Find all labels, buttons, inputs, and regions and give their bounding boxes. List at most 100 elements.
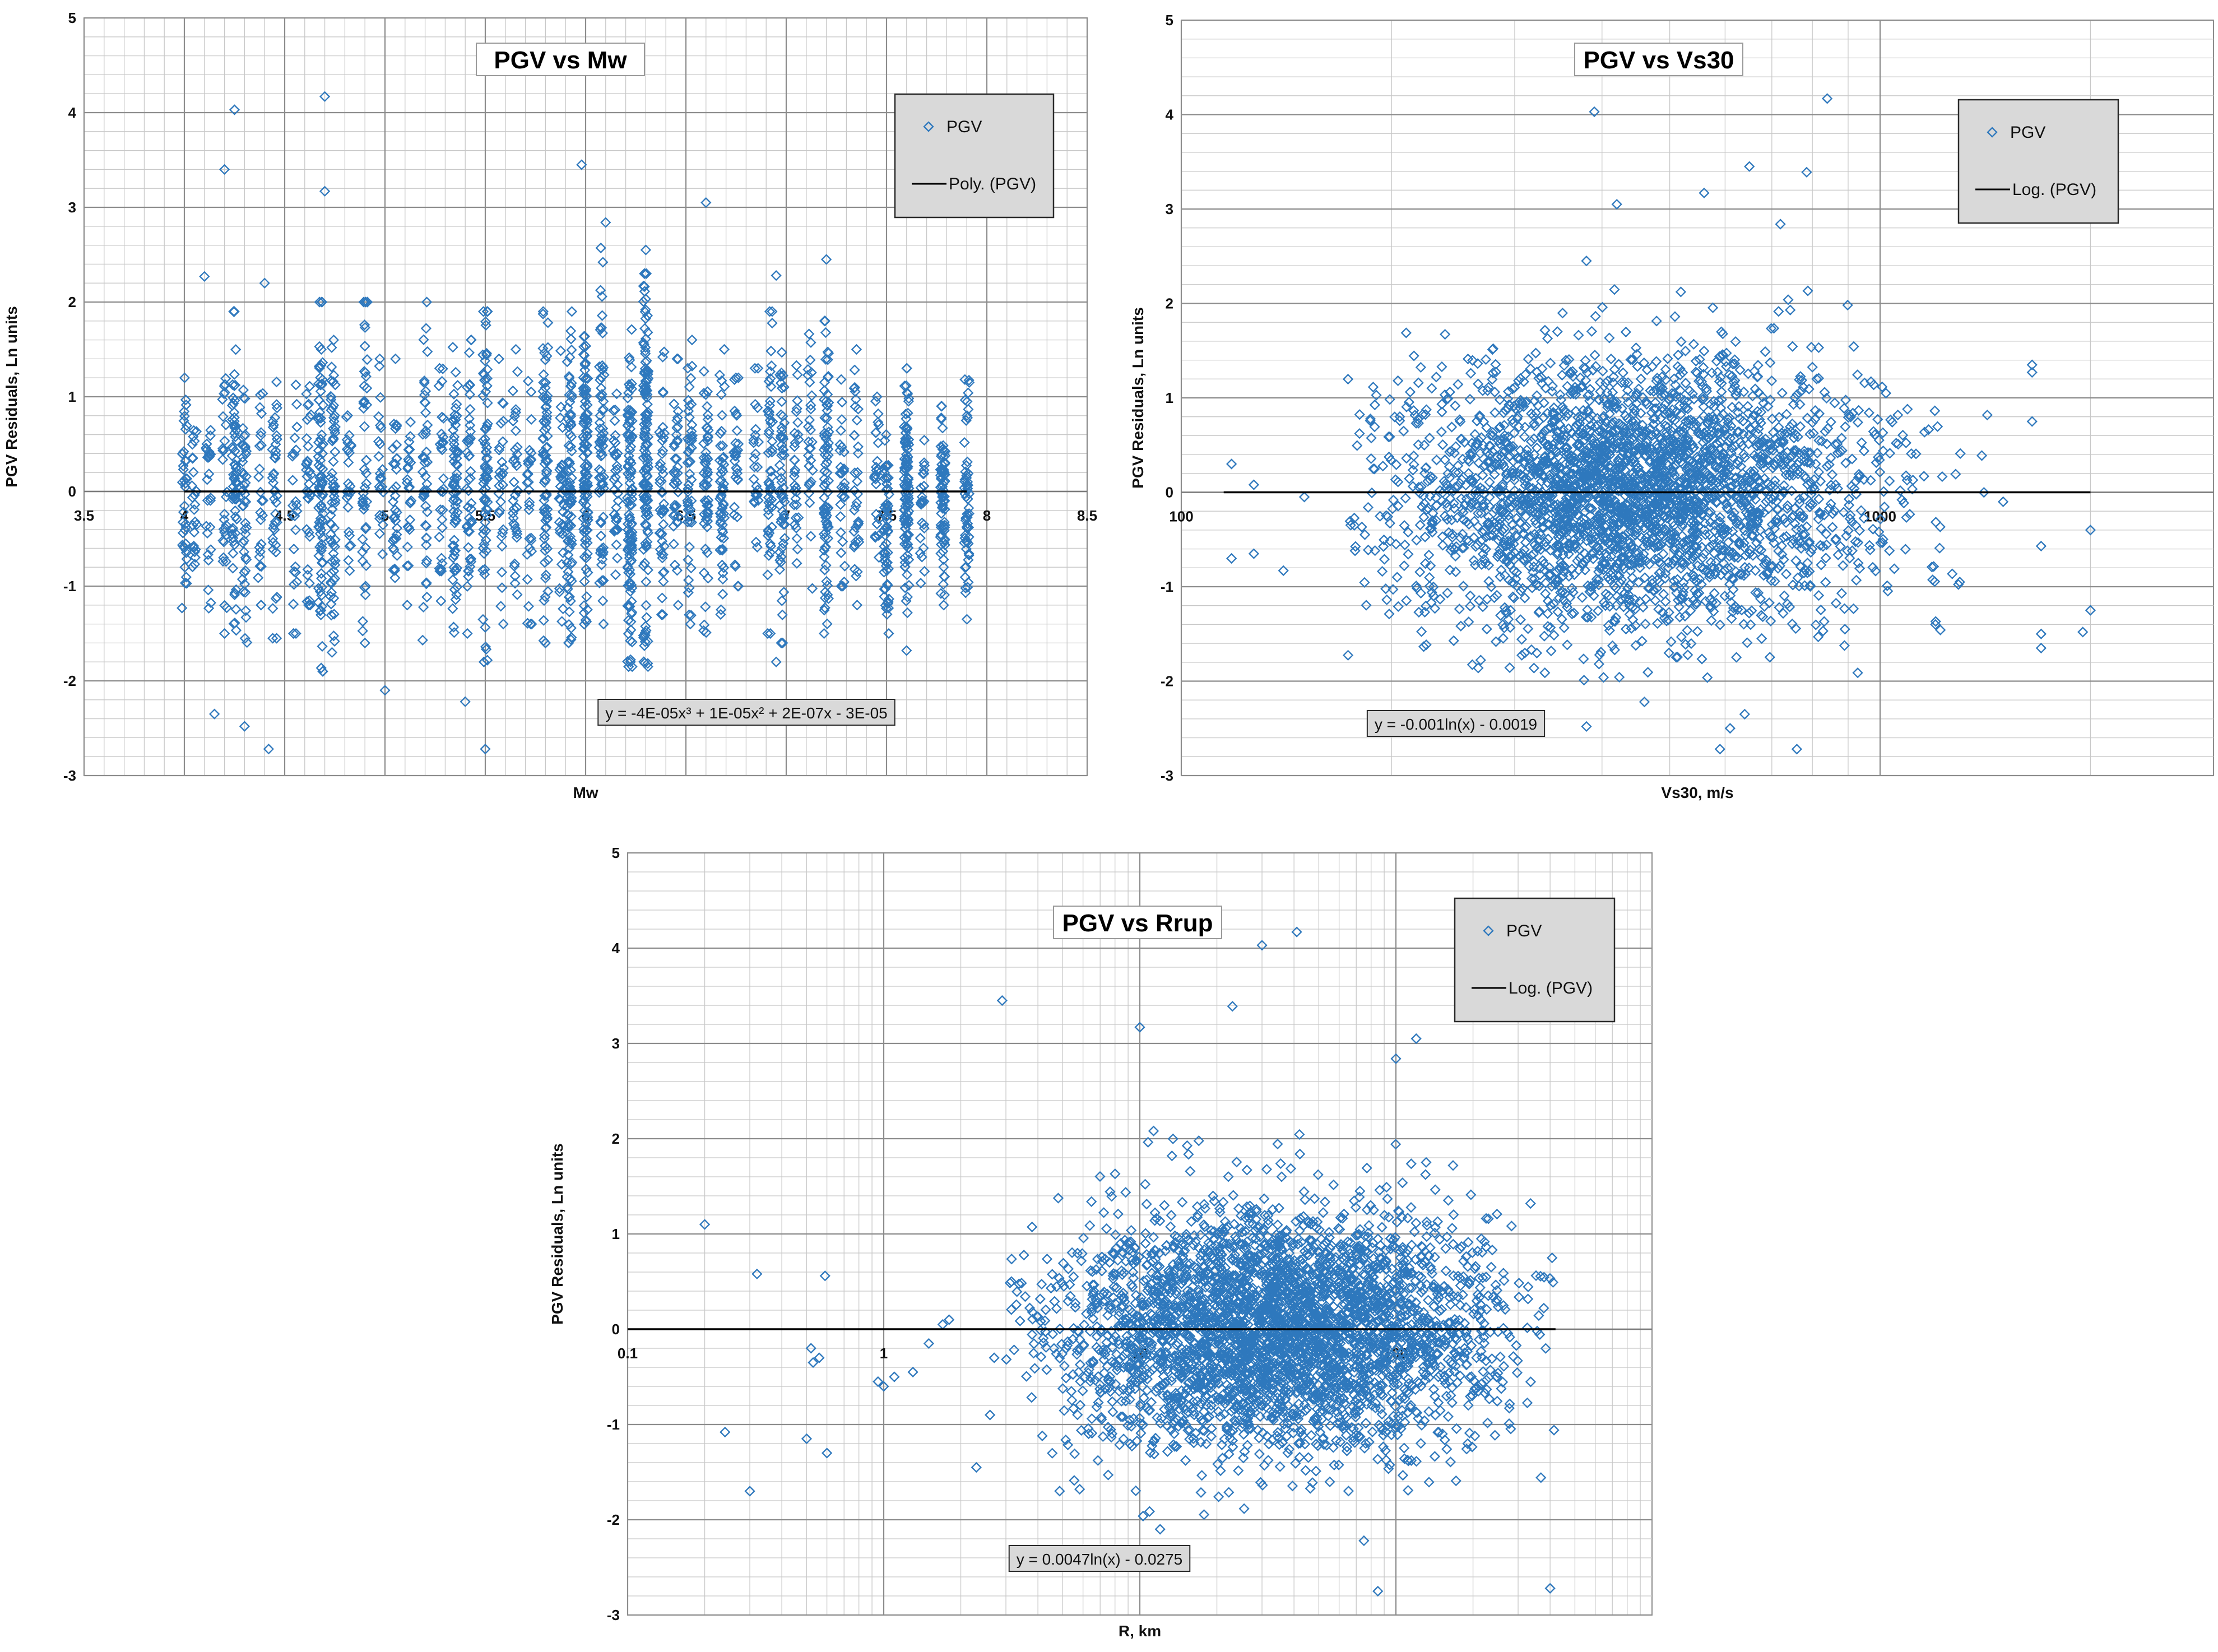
data-point [480, 535, 491, 546]
data-point [463, 347, 475, 359]
data-point [464, 389, 476, 400]
data-point [624, 382, 635, 393]
data-point [420, 407, 431, 419]
y-tick-label: 1 [68, 388, 76, 405]
data-point [508, 476, 519, 488]
data-point [361, 354, 373, 365]
data-point [448, 627, 460, 638]
data-point [328, 522, 340, 533]
data-point [271, 430, 282, 441]
data-point [230, 584, 242, 595]
data-point [729, 374, 740, 386]
data-point [607, 445, 619, 457]
data-point [626, 596, 637, 607]
data-point [580, 373, 591, 384]
data-point [565, 325, 577, 337]
data-point [562, 356, 573, 368]
data-point [643, 509, 654, 521]
y-tick-label: 1 [1166, 389, 1173, 406]
data-point [375, 392, 386, 403]
data-point [437, 486, 448, 498]
data-point [218, 536, 230, 547]
data-point [270, 412, 281, 423]
data-point [305, 409, 317, 420]
data-point [448, 451, 460, 462]
data-point [451, 468, 462, 479]
data-point [389, 565, 400, 576]
data-point [582, 567, 593, 578]
data-point [358, 397, 369, 409]
data-point [658, 518, 669, 530]
data-point [558, 603, 569, 615]
data-point [314, 296, 325, 308]
data-point [565, 333, 577, 345]
data-point [596, 310, 608, 321]
data-point [581, 616, 592, 628]
data-point [624, 456, 635, 467]
data-point [540, 450, 551, 461]
data-point [526, 414, 537, 425]
data-point [480, 525, 491, 536]
data-point [477, 349, 489, 360]
data-point [538, 416, 550, 427]
data-point [202, 495, 214, 506]
data-point [565, 623, 577, 634]
data-point [434, 363, 446, 374]
data-point [417, 634, 428, 646]
data-point [240, 587, 251, 598]
data-point [226, 528, 238, 540]
data-point [452, 507, 463, 518]
data-point [557, 506, 569, 517]
data-point [509, 560, 520, 572]
data-point [314, 407, 326, 418]
data-point [437, 558, 448, 569]
data-point [729, 559, 741, 570]
data-point [626, 361, 637, 373]
data-point [230, 431, 241, 443]
data-point [580, 358, 591, 369]
data-point [303, 527, 314, 538]
data-point [609, 526, 620, 537]
data-point [607, 405, 619, 416]
data-point [684, 582, 695, 593]
data-point [672, 600, 684, 611]
data-point [566, 389, 577, 401]
data-point [402, 521, 414, 532]
data-point [685, 373, 697, 384]
data-point [217, 394, 228, 405]
data-point [556, 616, 568, 627]
data-point [627, 484, 638, 495]
data-point [256, 561, 267, 572]
data-point [330, 559, 341, 570]
data-point [188, 527, 200, 538]
data-point [523, 458, 534, 470]
data-point [227, 379, 238, 391]
data-point [405, 498, 416, 509]
data-point [317, 666, 328, 677]
data-point [598, 471, 610, 482]
data-point [639, 366, 650, 378]
data-point [578, 600, 590, 611]
data-point [718, 562, 730, 573]
data-point [240, 518, 251, 529]
y-tick-label: 4 [68, 104, 77, 121]
data-point [655, 504, 666, 516]
data-point [554, 524, 565, 535]
data-point [642, 658, 653, 669]
data-point [342, 490, 354, 501]
data-point [417, 466, 428, 477]
data-point [683, 483, 694, 495]
data-point [625, 466, 637, 477]
data-point [191, 486, 202, 497]
data-point [254, 402, 266, 413]
data-point [270, 516, 281, 527]
data-point [526, 618, 537, 630]
y-tick-label: 0 [1166, 484, 1173, 501]
data-point [313, 445, 324, 456]
data-point [180, 424, 191, 435]
data-point [595, 324, 606, 336]
data-point [227, 493, 238, 505]
data-point [658, 576, 669, 587]
data-point [437, 504, 448, 516]
data-point [627, 637, 638, 648]
